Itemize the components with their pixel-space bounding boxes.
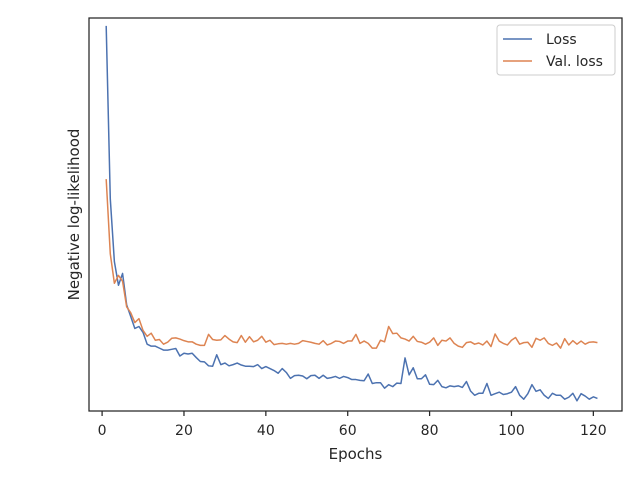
x-axis-label: Epochs — [329, 445, 383, 463]
legend-label-loss: Loss — [546, 32, 577, 48]
y-axis-label: Negative log-likelihood — [65, 129, 83, 301]
plot-background — [89, 18, 622, 411]
series-line-loss — [105, 25, 598, 402]
x-tick-label: 120 — [580, 423, 607, 439]
series-line-val-loss — [105, 179, 598, 349]
plot-frame — [88, 17, 623, 412]
x-axis: 0 20 40 60 80 100 120 — [98, 411, 607, 439]
x-tick-label: 60 — [339, 423, 357, 439]
x-tick-label: 20 — [175, 423, 193, 439]
legend-frame — [496, 24, 616, 76]
series-layer — [105, 25, 598, 402]
x-tick-label: 80 — [421, 423, 439, 439]
x-tick-label: 40 — [257, 423, 275, 439]
legend: Loss Val. loss — [496, 24, 616, 76]
x-tick-label: 0 — [98, 423, 107, 439]
legend-label-val-loss: Val. loss — [546, 54, 603, 70]
x-tick-label: 100 — [498, 423, 525, 439]
